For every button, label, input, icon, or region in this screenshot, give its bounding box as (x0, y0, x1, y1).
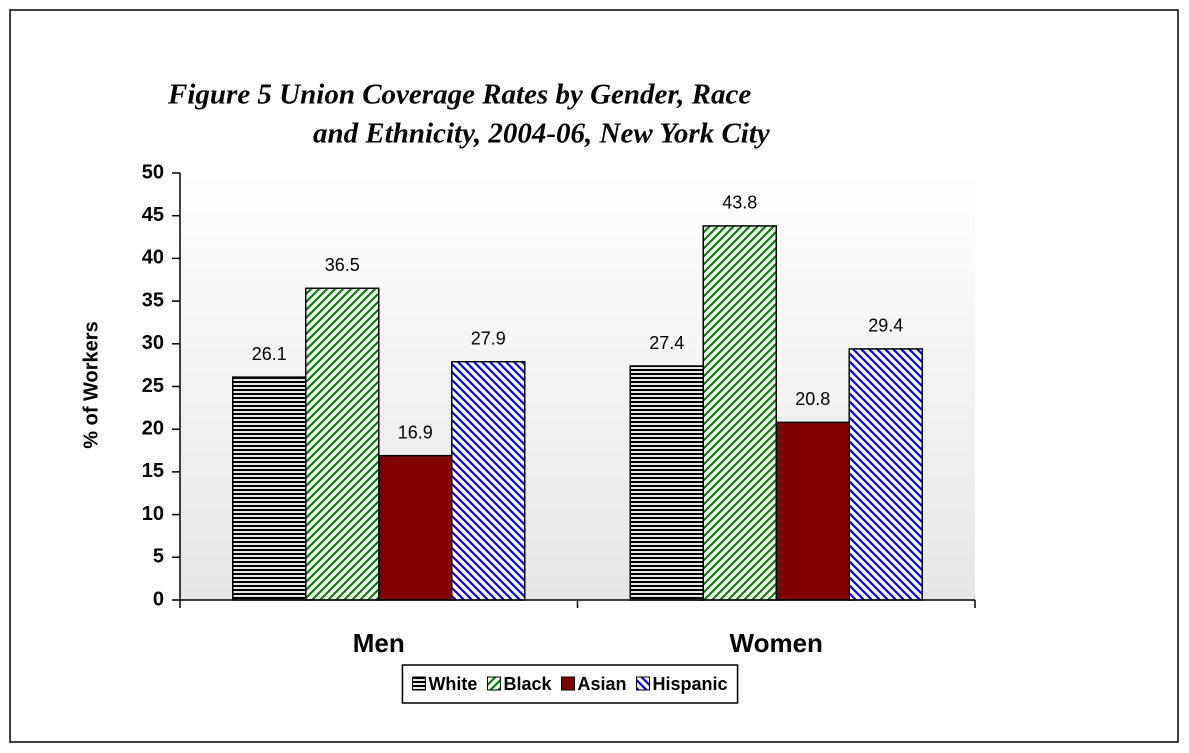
bar (848, 348, 923, 601)
y-tick-label: 0 (153, 588, 164, 610)
data-label: 27.4 (649, 333, 684, 353)
legend-swatch (636, 676, 651, 691)
chart-title: and Ethnicity, 2004-06, New York City (313, 118, 770, 150)
y-tick-label: 30 (142, 332, 164, 354)
legend-swatch (560, 676, 575, 691)
data-label: 20.8 (795, 389, 830, 409)
y-tick-label: 45 (142, 204, 164, 226)
y-tick-label: 10 (142, 503, 164, 525)
y-tick-label: 40 (142, 247, 164, 269)
bar (775, 421, 850, 601)
legend-label: White (428, 674, 477, 694)
bar (629, 365, 704, 601)
data-label: 29.4 (868, 316, 903, 336)
x-tick-label: Men (353, 628, 405, 658)
y-axis-label: % of Workers (80, 321, 102, 448)
data-label: 27.9 (471, 328, 506, 348)
legend-label: Black (503, 674, 552, 694)
legend-label: Asian (577, 674, 626, 694)
data-label: 43.8 (722, 193, 757, 213)
bar (378, 454, 453, 601)
legend-swatch (411, 676, 426, 691)
legend-label: Hispanic (653, 674, 728, 694)
legend: White Black Asian Hispanic (401, 664, 739, 704)
y-tick-label: 25 (142, 375, 164, 397)
bar (451, 360, 526, 601)
bar (702, 225, 777, 601)
legend-swatch (486, 676, 501, 691)
data-label: 16.9 (398, 422, 433, 442)
bar (305, 287, 380, 601)
chart-title: Figure 5 Union Coverage Rates by Gender,… (167, 79, 751, 111)
x-tick-label: Women (730, 628, 823, 658)
y-tick-label: 20 (142, 417, 164, 439)
y-tick-label: 50 (142, 161, 164, 183)
data-label: 26.1 (252, 344, 287, 364)
y-tick-label: 35 (142, 289, 164, 311)
data-label: 36.5 (325, 255, 360, 275)
bar (232, 376, 307, 601)
y-tick-label: 5 (153, 546, 164, 568)
y-tick-label: 15 (142, 460, 164, 482)
